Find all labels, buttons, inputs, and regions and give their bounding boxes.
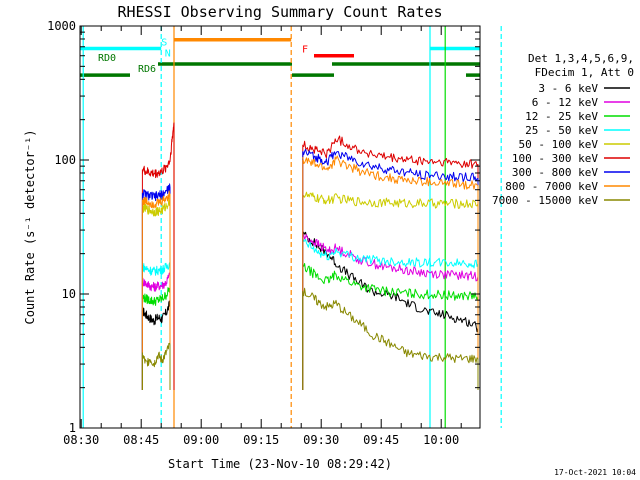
series-7-segment-0 <box>141 190 171 209</box>
x-tick-label: 09:00 <box>183 433 219 447</box>
y-tick-label: 10 <box>62 287 76 301</box>
x-tick-label: 09:30 <box>303 433 339 447</box>
legend-label-7: 800 - 7000 keV <box>505 180 598 193</box>
flag-label-night: N <box>165 49 171 60</box>
legend-label-8: 7000 - 15000 keV <box>492 194 598 207</box>
axis-box <box>79 25 481 429</box>
series-5-segment-1 <box>302 135 479 169</box>
legend-label-0: 3 - 6 keV <box>538 82 598 95</box>
legend-label-2: 12 - 25 keV <box>525 110 598 123</box>
series-8-segment-0 <box>141 342 171 368</box>
flag-bars: SN F RD0 RD6 <box>80 37 480 77</box>
flag-label-flare: F <box>302 45 308 56</box>
footer-date: 17-Oct-2021 10:04 <box>554 468 636 477</box>
series-6-segment-0 <box>141 183 171 202</box>
y-tick-label: 1 <box>69 421 76 435</box>
series-6-segment-1 <box>302 148 479 183</box>
y-axis-label: Count Rate (s⁻¹ detector⁻¹) <box>23 129 37 324</box>
legend-label-3: 25 - 50 keV <box>525 124 598 137</box>
series-3-segment-0 <box>142 262 171 276</box>
x-tick-label: 09:45 <box>363 433 399 447</box>
series-2-segment-0 <box>141 287 171 306</box>
series-1-segment-1 <box>302 234 479 282</box>
plot-frame <box>80 26 480 428</box>
y-tick-label: 100 <box>54 153 76 167</box>
flag-label-rd6: RD6 <box>138 64 156 75</box>
series-lines <box>141 122 479 390</box>
x-axis-label: Start Time (23-Nov-10 08:29:42) <box>168 457 392 471</box>
axes: 08:30 08:45 09:00 09:15 09:30 09:45 10:00 1 10 10… <box>47 19 481 447</box>
x-tick-label: 10:00 <box>423 433 459 447</box>
legend-header-1: Det 1,3,4,5,6,9, <box>528 52 634 65</box>
series-4-segment-0 <box>141 197 171 217</box>
y-tick-label: 1000 <box>47 19 76 33</box>
series-7-segment-1 <box>302 155 479 190</box>
series-0-segment-0 <box>142 300 171 326</box>
legend-label-1: 6 - 12 keV <box>532 96 599 109</box>
legend: Det 1,3,4,5,6,9, FDecim 1, Att 0 3 - 6 k… <box>492 52 634 207</box>
series-2-segment-1 <box>302 263 479 301</box>
legend-header-2: FDecim 1, Att 0 <box>535 66 634 79</box>
flag-label-rd0: RD0 <box>98 53 116 64</box>
legend-label-4: 50 - 100 keV <box>519 138 599 151</box>
series-8-segment-1 <box>302 287 479 364</box>
series-4-segment-1 <box>302 191 479 209</box>
x-tick-label: 08:45 <box>123 433 159 447</box>
plot-area <box>80 26 480 428</box>
series-5-segment-0 <box>141 122 175 179</box>
series-3-segment-1 <box>302 236 479 269</box>
x-tick-label: 09:15 <box>243 433 279 447</box>
legend-label-6: 300 - 800 keV <box>512 166 598 179</box>
x-tick-label: 08:30 <box>63 433 99 447</box>
legend-label-5: 100 - 300 keV <box>512 152 598 165</box>
flag-label-saa: S <box>161 37 167 48</box>
chart-title: RHESSI Observing Summary Count Rates <box>117 3 442 21</box>
series-1-segment-0 <box>141 272 171 292</box>
series-0-segment-1 <box>302 231 479 333</box>
